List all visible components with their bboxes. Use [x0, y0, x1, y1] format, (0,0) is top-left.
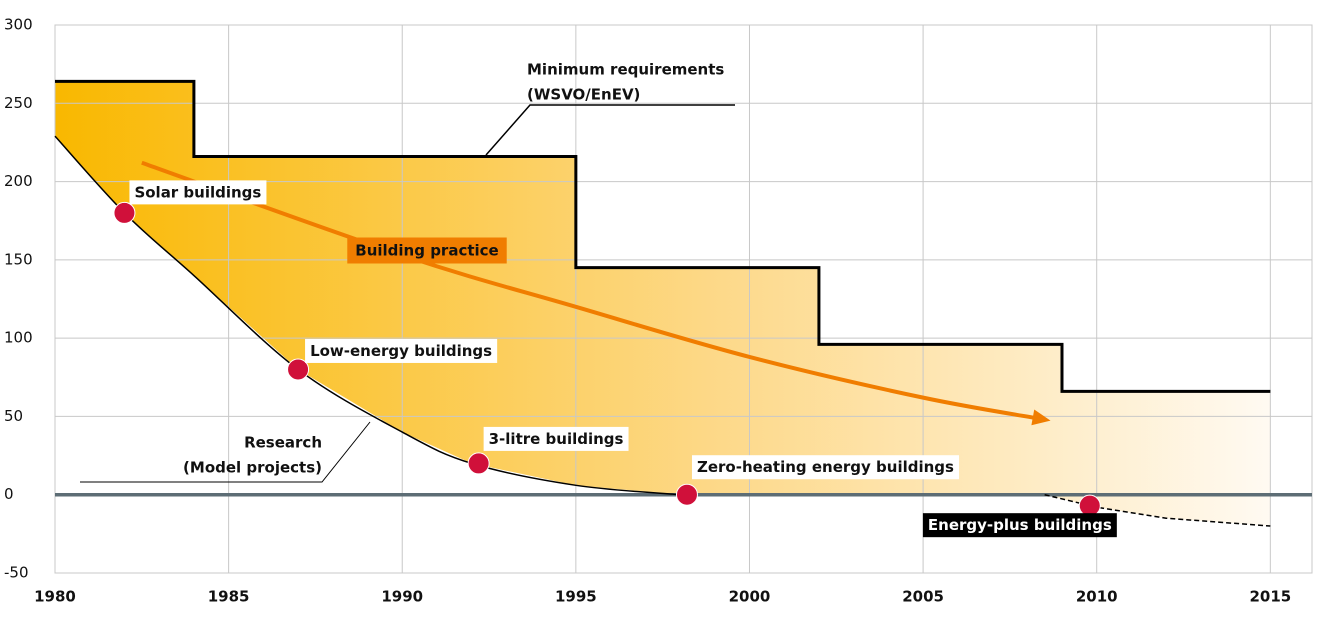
band-fill	[55, 81, 1271, 527]
series-line	[141, 160, 1045, 422]
point-label: Zero-heating energy buildings	[697, 458, 954, 476]
point-label: Low-energy buildings	[310, 342, 492, 360]
label-box	[129, 180, 267, 205]
y-tick-label: 300	[4, 16, 33, 34]
x-tick-label: 1985	[208, 588, 250, 606]
point-label: Solar buildings	[134, 183, 261, 201]
y-tick-label: 200	[4, 172, 33, 190]
point-marker	[675, 483, 698, 506]
leader-line	[80, 421, 371, 483]
point-label: 3-litre buildings	[489, 430, 624, 448]
annotation: (WSVO/EnEV)	[527, 86, 640, 104]
point-label: Energy-plus buildings	[928, 516, 1112, 534]
point-marker	[1078, 494, 1101, 517]
y-tick-label: 100	[4, 329, 33, 347]
y-tick-label: -50	[4, 564, 29, 582]
annotation: Minimum requirements	[527, 61, 724, 79]
x-tick-label: 2015	[1249, 588, 1291, 606]
annotation: Research	[244, 434, 322, 452]
y-tick-label: 50	[4, 407, 23, 425]
x-tick-label: 2010	[1076, 588, 1118, 606]
x-tick-label: 1995	[555, 588, 597, 606]
point-marker	[113, 201, 136, 224]
arrow-head	[1031, 409, 1051, 426]
x-tick-label: 1990	[381, 588, 423, 606]
label-box	[305, 338, 498, 363]
annotation: Building practice	[355, 242, 498, 260]
y-tick-label: 250	[4, 94, 33, 112]
annotation: (Model projects)	[183, 459, 322, 477]
x-tick-label: 1980	[34, 588, 76, 606]
series-line	[1044, 493, 1271, 527]
leader-line	[485, 104, 735, 156]
y-tick-label: 150	[4, 250, 33, 268]
point-marker	[287, 358, 310, 381]
y-tick-label: 0	[4, 485, 14, 503]
label-box	[483, 426, 629, 451]
point-marker	[467, 452, 490, 475]
annotation-box	[347, 237, 507, 264]
x-tick-label: 2000	[729, 588, 771, 606]
plot-border	[54, 24, 1313, 574]
x-tick-label: 2005	[902, 588, 944, 606]
label-box	[922, 513, 1117, 538]
series-line	[55, 79, 1271, 393]
label-box	[691, 455, 960, 480]
